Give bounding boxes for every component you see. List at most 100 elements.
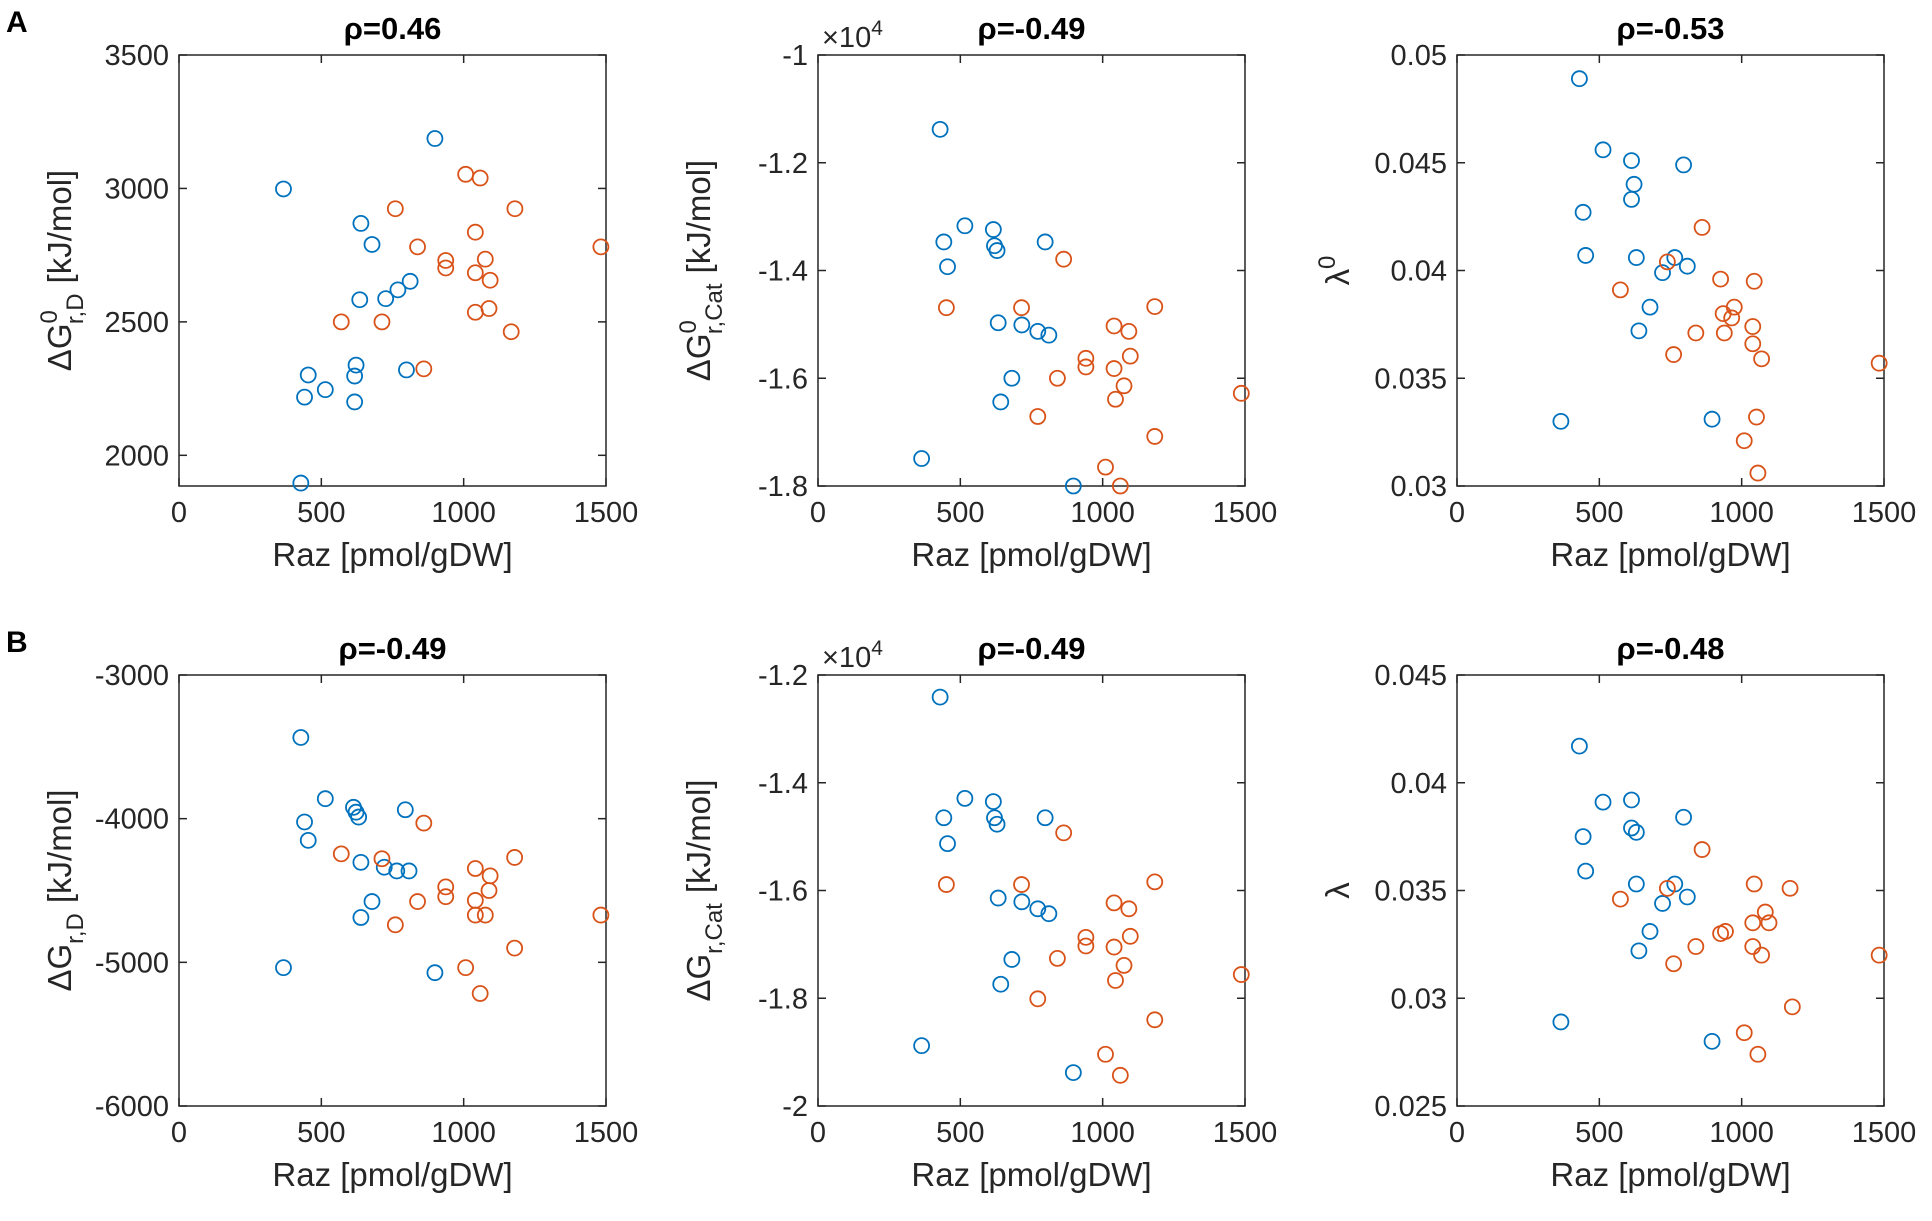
- scatter-point: [1749, 464, 1767, 482]
- scatter-point: [937, 876, 955, 893]
- x-tick-label: 1000: [1709, 1117, 1774, 1149]
- scatter-point: [935, 809, 953, 827]
- scatter-point: [1678, 257, 1696, 275]
- y-exponent: ×104: [822, 637, 883, 674]
- scatter-point: [1574, 203, 1592, 221]
- scatter-point: [1687, 938, 1705, 955]
- scatter-point: [1744, 335, 1762, 353]
- scatter-point: [1064, 477, 1082, 495]
- y-tick-label: 0.045: [1374, 660, 1447, 692]
- scatter-point: [1029, 900, 1047, 918]
- chart-title: ρ=0.46: [344, 11, 442, 46]
- scatter-point: [1120, 322, 1138, 340]
- scatter-point: [1725, 298, 1743, 316]
- scatter-point: [939, 258, 956, 276]
- scatter-point: [296, 388, 313, 406]
- y-label-main: ΔG: [41, 324, 78, 372]
- scatter-point: [992, 393, 1010, 411]
- y-tick-label: -4000: [95, 804, 169, 836]
- x-axis-label: Raz [pmol/gDW]: [1550, 1156, 1790, 1193]
- scatter-point: [1121, 347, 1139, 365]
- scatter-point: [373, 850, 391, 868]
- y-tick-label: 0.03: [1391, 983, 1447, 1015]
- scatter-point: [1717, 923, 1734, 940]
- scatter-point: [1577, 247, 1595, 264]
- y-tick-label: -2: [782, 1091, 808, 1123]
- scatter-point: [1735, 432, 1753, 450]
- y-label-unit: [kJ/mol]: [680, 779, 717, 893]
- scatter-point: [1064, 1064, 1082, 1081]
- y-tick-label: 0.025: [1374, 1091, 1447, 1123]
- scatter-point: [1627, 249, 1645, 266]
- scatter-point: [1753, 350, 1770, 368]
- x-tick-label: 500: [297, 497, 345, 529]
- scatter-point: [1594, 141, 1612, 159]
- scatter-point: [1630, 322, 1648, 340]
- scatter-point: [388, 862, 406, 880]
- x-tick-label: 500: [297, 1117, 345, 1149]
- scatter-point: [1040, 905, 1058, 923]
- scatter-point: [1105, 360, 1123, 377]
- scatter-point: [350, 808, 368, 826]
- scatter-point: [1049, 369, 1066, 387]
- y-tick-label: 3000: [104, 173, 169, 205]
- scatter-point: [346, 367, 364, 385]
- scatter-point: [352, 853, 370, 871]
- scatter-point: [401, 272, 419, 290]
- x-tick-label: 1500: [1852, 497, 1917, 529]
- scatter-point: [481, 271, 499, 289]
- scatter-point: [1675, 808, 1692, 826]
- scatter-point: [1097, 1045, 1114, 1063]
- y-label-sub: r,D: [62, 913, 89, 944]
- y-label-sub: r,D: [62, 293, 89, 324]
- scatter-point: [1003, 369, 1021, 387]
- scatter-point: [1013, 316, 1031, 334]
- scatter-point: [398, 361, 415, 379]
- scatter-point: [1693, 841, 1711, 858]
- scatter-point: [1627, 823, 1645, 841]
- chart-title: ρ=-0.49: [339, 631, 447, 666]
- x-tick-label: 0: [171, 497, 187, 529]
- scatter-point: [316, 381, 334, 399]
- scatter-point: [1641, 298, 1659, 316]
- scatter-point: [1735, 1024, 1753, 1042]
- scatter-point: [1077, 937, 1095, 955]
- scatter-point: [347, 356, 365, 374]
- scatter-point: [1574, 828, 1592, 846]
- x-tick-label: 0: [1449, 497, 1465, 529]
- scatter-point: [956, 789, 974, 807]
- scatter-point: [351, 291, 369, 309]
- y-tick-label: -1.8: [758, 471, 808, 503]
- scatter-point: [506, 200, 524, 218]
- y-axis-label: λ0: [1314, 256, 1356, 286]
- scatter-point: [1077, 349, 1095, 367]
- scatter-point: [415, 814, 433, 832]
- scatter-point: [1745, 875, 1763, 893]
- scatter-point: [1783, 998, 1801, 1016]
- scatter-point: [984, 221, 1002, 238]
- x-tick-label: 1000: [431, 1117, 496, 1149]
- y-label-sub: r,Cat: [701, 903, 728, 954]
- y-label-sup: 0: [675, 320, 702, 333]
- scatter-point: [1611, 281, 1629, 299]
- scatter-point: [989, 314, 1007, 332]
- scatter-point: [1623, 819, 1640, 837]
- x-axis-label: Raz [pmol/gDW]: [272, 1156, 512, 1193]
- chart-title: ρ=-0.49: [978, 631, 1086, 666]
- y-label-main: ΔG: [680, 334, 717, 382]
- y-axis-label: ΔG0r,Cat [kJ/mol]: [675, 160, 728, 381]
- panel-label: A: [6, 6, 28, 39]
- scatter-point: [913, 450, 931, 467]
- scatter-point: [984, 793, 1002, 811]
- scatter-point: [1749, 1045, 1767, 1063]
- scatter-point: [1121, 927, 1139, 945]
- plot-frame: [817, 674, 1246, 1107]
- x-axis-label: Raz [pmol/gDW]: [911, 1156, 1151, 1193]
- y-label-unit: [kJ/mol]: [41, 170, 78, 284]
- scatter-point: [275, 959, 292, 977]
- y-tick-label: 0.03: [1391, 471, 1447, 503]
- plot-frame: [178, 674, 607, 1107]
- scatter-point: [373, 313, 391, 331]
